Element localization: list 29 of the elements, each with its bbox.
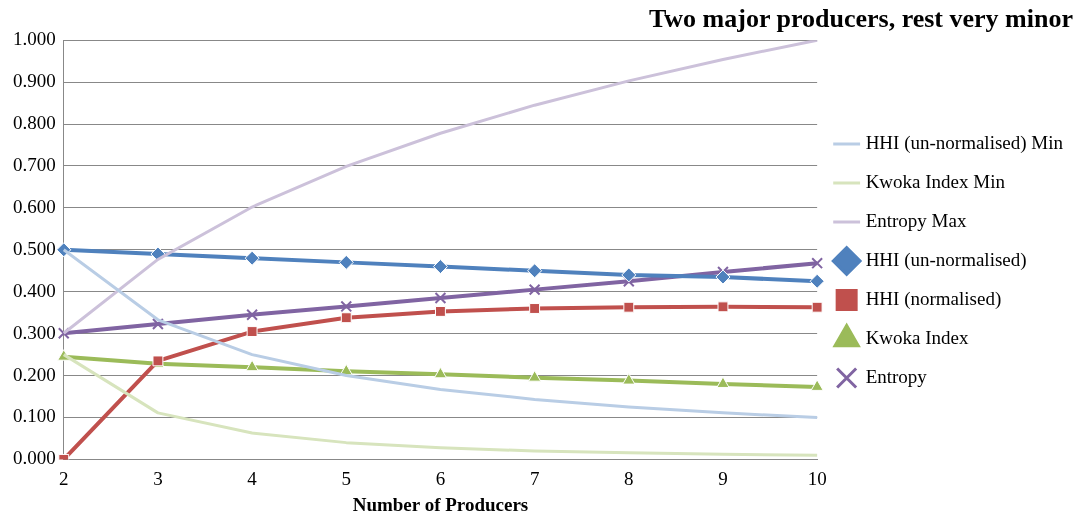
chart-title: Two major producers, rest very minor [648,4,1073,34]
y-tick-label: 0.200 [13,363,56,385]
legend-label: HHI (normalised) [865,287,1002,310]
legend-label: Entropy [865,365,928,387]
y-tick-label: 0.800 [13,112,56,134]
y-tick-label: 0.600 [13,195,56,217]
x-tick-label: 8 [624,467,634,489]
x-tick-label: 6 [435,467,446,489]
legend-label: Kwoka Index [865,326,970,348]
y-tick-label: 0.000 [13,447,56,469]
x-tick-label: 9 [718,467,728,489]
x-tick-label: 10 [807,467,827,489]
x-tick-label: 7 [529,467,540,489]
y-tick-label: 0.400 [13,279,56,301]
y-tick-label: 0.300 [13,321,56,343]
y-tick-label: 0.100 [13,405,56,427]
legend-label: HHI (un-normalised) [865,248,1027,271]
x-tick-label: 3 [153,467,163,489]
x-tick-label: 2 [59,467,69,489]
x-tick-label: 4 [247,467,258,489]
y-tick-label: 0.700 [13,153,56,175]
y-tick-label: 0.900 [13,70,56,92]
y-tick-label: 1.000 [13,28,56,50]
x-axis-title: Number of Producers [352,493,529,515]
y-tick-label: 0.500 [13,237,56,259]
legend-label: Entropy Max [865,209,967,231]
legend-label: HHI (un-normalised) Min [865,131,1064,154]
x-tick-label: 5 [341,467,352,489]
legend-label: Kwoka Index Min [865,170,1006,192]
